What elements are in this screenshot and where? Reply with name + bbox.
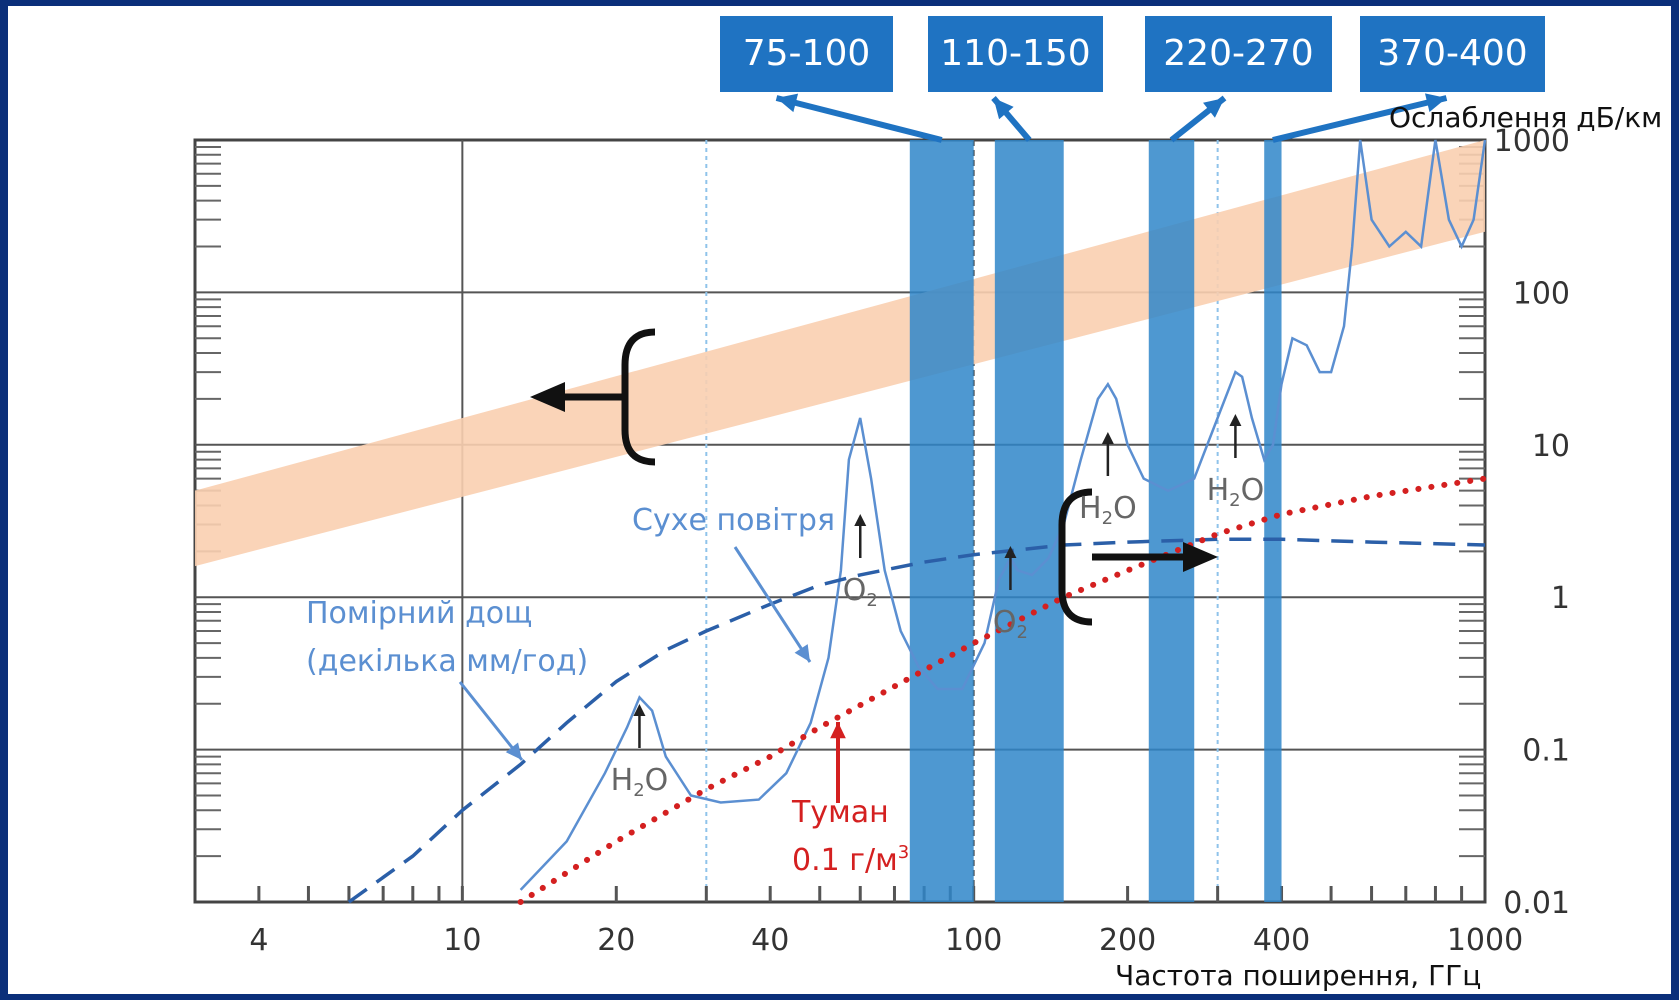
frequency-band-110-150: [994, 140, 1064, 902]
dry-air-pointer-head: [794, 644, 810, 662]
x-tick-label: 1000: [1447, 923, 1523, 958]
annotation-rain-line2: (декілька мм/год): [306, 644, 588, 679]
frequency-band-370-400: [1264, 140, 1282, 902]
y-axis-title: Ослаблення дБ/км: [1389, 101, 1662, 134]
series-line-0: [519, 139, 1487, 891]
x-tick-label: 20: [597, 923, 635, 958]
series-layer: [347, 139, 1488, 905]
y-tick-label: 1: [1551, 581, 1570, 616]
y-tick-label: 10: [1532, 429, 1570, 464]
band-label-text: 110-150: [940, 33, 1090, 74]
band-label-text: 75-100: [743, 33, 871, 74]
series-line-1: [347, 537, 1486, 904]
annotation-layer: H2O O2 O2 H2O H2O: [458, 328, 1265, 803]
h2o-marker: H2O: [1079, 491, 1137, 529]
o2-marker: O2: [993, 605, 1028, 643]
chem-arrow-head: [633, 704, 646, 716]
x-tick-label: 4: [249, 923, 268, 958]
h2o-marker: H2O: [1207, 473, 1265, 511]
x-tick-label: 40: [751, 923, 789, 958]
y-tick-label: 0.01: [1503, 886, 1570, 921]
h2o-marker: H2O: [611, 763, 669, 801]
band-label-text: 370-400: [1377, 33, 1527, 74]
rain-range-band-layer: [195, 140, 1485, 567]
chem-arrow-head: [1004, 546, 1017, 558]
arrow-left-head: [530, 382, 565, 412]
band-label-box: [720, 16, 893, 92]
rain-pointer: [458, 681, 524, 761]
chem-arrow-head: [1101, 432, 1114, 444]
arrow-right-head: [1183, 542, 1218, 572]
x-tick-label: 400: [1253, 923, 1310, 958]
frequency-band-220-270: [1148, 140, 1195, 902]
band-label-text: 220-270: [1163, 33, 1313, 74]
band-arrowhead: [1203, 98, 1225, 118]
band-labels-layer: 75-100 110-150 220-270 370-400: [720, 16, 1545, 143]
y-tick-label: 0.1: [1522, 734, 1570, 769]
x-axis-title: Частота поширення, ГГц: [1115, 959, 1481, 992]
band-arrowhead: [993, 98, 1014, 120]
bracket-right: [1058, 488, 1093, 626]
rain-pointer-head: [505, 742, 522, 760]
o2-marker: O2: [843, 573, 878, 611]
fog-pointer-head: [830, 722, 846, 739]
band-arrow: [1272, 95, 1448, 143]
rain-range-band: [195, 140, 1485, 567]
chem-arrow-head: [1229, 414, 1242, 426]
frequency-bands-layer: [909, 140, 1282, 902]
band-arrowhead: [1424, 93, 1447, 112]
x-tick-label: 10: [443, 923, 481, 958]
y-tick-label: 100: [1513, 276, 1570, 311]
band-label-box: [928, 16, 1103, 92]
band-label-box: [1360, 16, 1545, 92]
band-arrow: [775, 95, 943, 143]
x-tick-label: 100: [945, 923, 1002, 958]
series-line-2: [517, 475, 1488, 905]
y-tick-label: 1000: [1494, 124, 1570, 159]
chem-arrow-head: [854, 514, 867, 526]
dry-air-pointer: [733, 546, 812, 663]
annotation-rain-line1: Помірний дощ: [306, 596, 532, 631]
tick-labels-layer: 4 10 20 40 100 200 400 1000 1000 100 10 1 0.1 0.01: [249, 124, 1570, 958]
band-label-box: [1145, 16, 1332, 92]
annotation-fog-line2: 0.1 г/м3: [792, 842, 909, 878]
annotation-dry-air: Сухе повітря: [632, 503, 835, 538]
annotation-fog-line1: Туман: [791, 795, 889, 830]
x-tick-label: 200: [1099, 923, 1156, 958]
band-arrowhead: [776, 93, 799, 113]
frequency-band-75-100: [909, 140, 974, 902]
